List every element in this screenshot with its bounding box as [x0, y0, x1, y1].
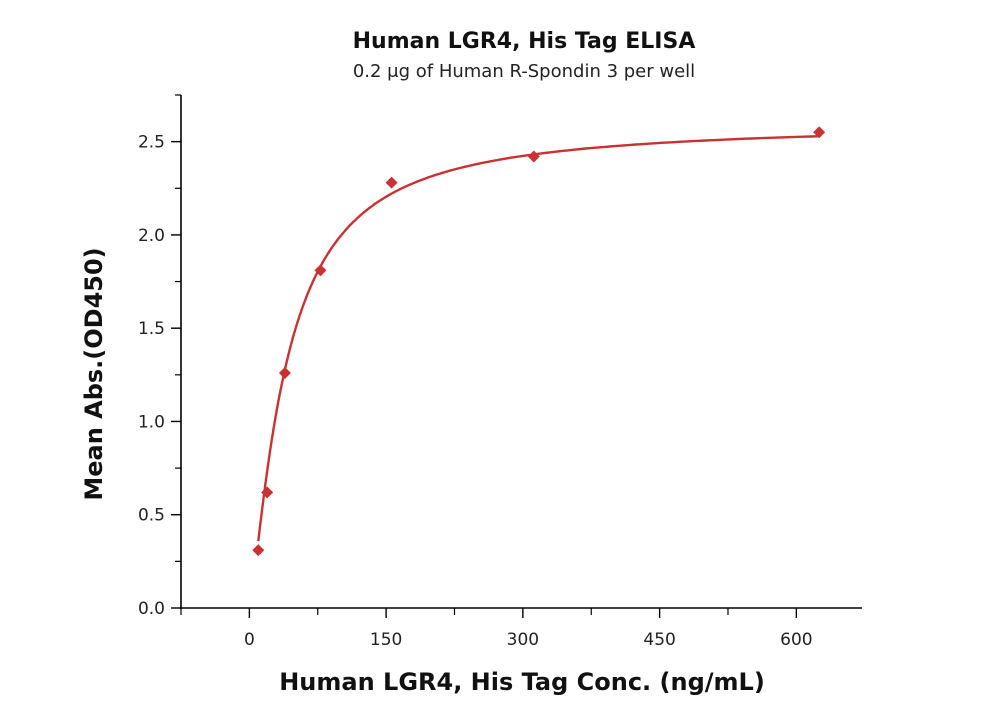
x-tick-label: 450	[643, 630, 675, 650]
x-tick-label: 0	[244, 630, 255, 650]
y-tick-label: 1.0	[138, 412, 165, 432]
data-point	[813, 126, 826, 139]
y-tick-label: 0.0	[138, 599, 165, 619]
plot-area	[252, 126, 826, 557]
data-point	[261, 486, 274, 499]
x-tick-label: 150	[370, 630, 402, 650]
axes: 0.0 0.5 1.0 1.5 2.0 2.5 0 150 300 450 600	[138, 94, 862, 650]
y-tick-label: 0.5	[138, 506, 165, 526]
chart-subtitle: 0.2 μg of Human R-Spondin 3 per well	[353, 61, 695, 82]
chart-title: Human LGR4, His Tag ELISA	[353, 29, 696, 54]
data-point	[314, 264, 327, 277]
x-axis-title: Human LGR4, His Tag Conc. (ng/mL)	[279, 668, 765, 696]
data-point	[252, 544, 265, 557]
y-tick-label: 2.5	[138, 133, 165, 153]
data-point	[385, 176, 398, 189]
y-tick-label: 1.5	[138, 319, 165, 339]
data-point	[527, 150, 540, 163]
x-tick-label: 600	[780, 630, 812, 650]
x-tick-label: 300	[507, 630, 539, 650]
fit-curve	[257, 135, 820, 542]
data-point	[278, 366, 291, 379]
y-tick-label: 2.0	[138, 226, 165, 246]
y-axis-title: Mean Abs.(OD450)	[80, 247, 108, 500]
